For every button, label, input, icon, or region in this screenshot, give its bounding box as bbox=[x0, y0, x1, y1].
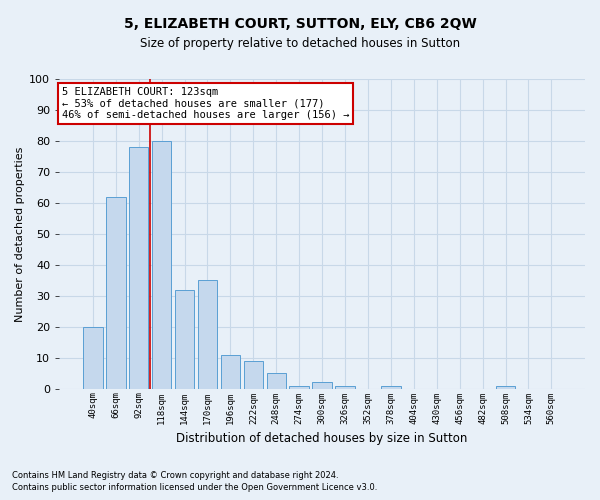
Bar bbox=[313, 382, 332, 388]
Bar bbox=[152, 141, 172, 388]
Bar bbox=[289, 386, 309, 388]
Bar bbox=[496, 386, 515, 388]
Text: 5, ELIZABETH COURT, SUTTON, ELY, CB6 2QW: 5, ELIZABETH COURT, SUTTON, ELY, CB6 2QW bbox=[124, 18, 476, 32]
Bar bbox=[106, 196, 125, 388]
Text: 5 ELIZABETH COURT: 123sqm
← 53% of detached houses are smaller (177)
46% of semi: 5 ELIZABETH COURT: 123sqm ← 53% of detac… bbox=[62, 86, 349, 120]
Bar bbox=[83, 326, 103, 388]
Bar bbox=[266, 373, 286, 388]
Bar bbox=[244, 361, 263, 388]
Text: Contains HM Land Registry data © Crown copyright and database right 2024.: Contains HM Land Registry data © Crown c… bbox=[12, 471, 338, 480]
Bar bbox=[198, 280, 217, 388]
Bar bbox=[221, 354, 240, 388]
Bar bbox=[335, 386, 355, 388]
Bar bbox=[381, 386, 401, 388]
Y-axis label: Number of detached properties: Number of detached properties bbox=[15, 146, 25, 322]
Text: Contains public sector information licensed under the Open Government Licence v3: Contains public sector information licen… bbox=[12, 484, 377, 492]
Text: Size of property relative to detached houses in Sutton: Size of property relative to detached ho… bbox=[140, 38, 460, 51]
Bar bbox=[175, 290, 194, 388]
Bar bbox=[129, 147, 148, 388]
X-axis label: Distribution of detached houses by size in Sutton: Distribution of detached houses by size … bbox=[176, 432, 468, 445]
